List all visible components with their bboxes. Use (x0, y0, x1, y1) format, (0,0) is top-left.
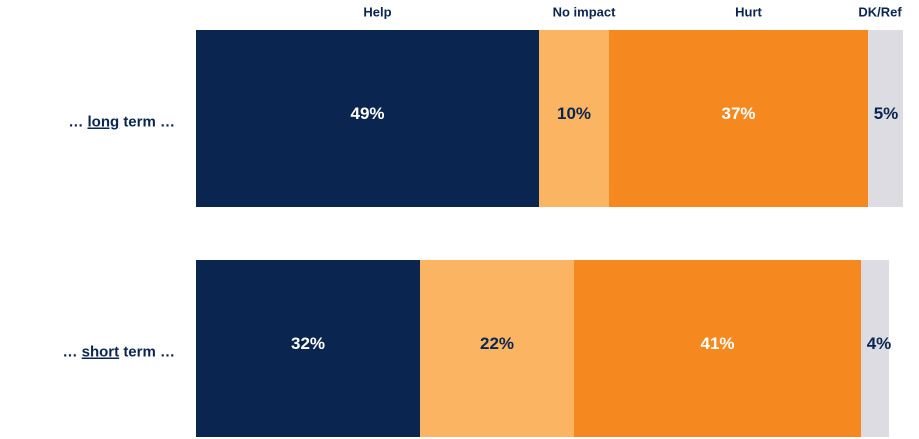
value-label: 10% (557, 104, 591, 123)
legend-label: DK/Ref (858, 4, 902, 19)
legend-label: Help (363, 4, 391, 19)
category-label-part: long (87, 113, 119, 130)
value-label: 41% (700, 334, 734, 353)
category-label: … short term … (62, 343, 175, 360)
category-label-part: short (82, 343, 120, 360)
value-label: 4% (867, 334, 892, 353)
category-label-part: term … (123, 113, 175, 130)
value-label: 22% (480, 334, 514, 353)
value-label: 32% (291, 334, 325, 353)
legend-label: Hurt (735, 4, 762, 19)
category-label: … long term … (68, 113, 175, 130)
bar-segment (196, 260, 420, 437)
bar-segment (196, 30, 539, 207)
value-label: 37% (721, 104, 755, 123)
category-label-part: … (62, 343, 77, 360)
category-label-part: … (68, 113, 83, 130)
category-label-part: term … (123, 343, 175, 360)
bar-segment (539, 30, 609, 207)
bar-segment (420, 260, 574, 437)
bar-segment (574, 260, 861, 437)
bar-segment (609, 30, 868, 207)
bar-segment (868, 30, 903, 207)
value-label: 49% (350, 104, 384, 123)
value-label: 5% (874, 104, 899, 123)
legend-label: No impact (553, 4, 617, 19)
bar-segment (861, 260, 889, 437)
